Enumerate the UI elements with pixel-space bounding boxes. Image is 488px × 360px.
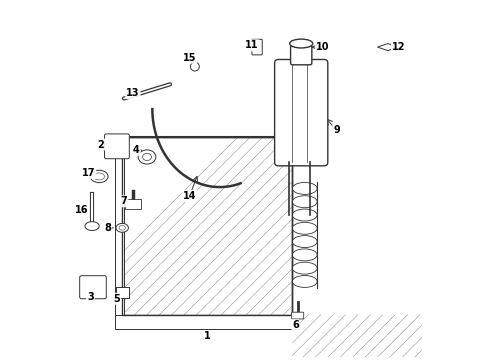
Ellipse shape	[292, 262, 317, 274]
Bar	[115, 134, 124, 318]
Text: 14: 14	[183, 191, 196, 201]
Ellipse shape	[292, 209, 317, 221]
Ellipse shape	[292, 275, 317, 287]
Ellipse shape	[119, 226, 125, 230]
Text: 12: 12	[391, 42, 405, 52]
Text: 2: 2	[98, 140, 104, 149]
FancyBboxPatch shape	[125, 199, 141, 209]
Text: 17: 17	[81, 168, 95, 178]
Text: 7: 7	[121, 196, 127, 206]
Bar	[122, 138, 292, 315]
Text: 3: 3	[87, 292, 94, 302]
Text: 15: 15	[183, 53, 196, 63]
FancyBboxPatch shape	[291, 312, 303, 319]
Ellipse shape	[292, 196, 317, 208]
FancyBboxPatch shape	[80, 276, 106, 299]
FancyBboxPatch shape	[104, 134, 129, 159]
Ellipse shape	[292, 183, 317, 194]
Ellipse shape	[289, 39, 312, 48]
Polygon shape	[377, 44, 396, 51]
Bar	[115, 315, 299, 329]
Text: 8: 8	[104, 223, 111, 233]
FancyBboxPatch shape	[290, 45, 311, 65]
FancyBboxPatch shape	[251, 39, 262, 55]
Text: 11: 11	[244, 40, 258, 50]
Ellipse shape	[85, 222, 99, 230]
Text: 16: 16	[75, 205, 88, 215]
FancyBboxPatch shape	[122, 138, 292, 315]
Ellipse shape	[138, 150, 156, 164]
Text: 1: 1	[203, 331, 210, 341]
Ellipse shape	[90, 170, 108, 183]
Ellipse shape	[142, 153, 151, 161]
Text: 6: 6	[292, 320, 299, 330]
Ellipse shape	[292, 249, 317, 261]
Text: 10: 10	[315, 42, 328, 52]
Ellipse shape	[190, 62, 199, 71]
Text: 9: 9	[333, 125, 339, 135]
FancyBboxPatch shape	[274, 59, 327, 166]
Ellipse shape	[292, 222, 317, 234]
FancyBboxPatch shape	[116, 287, 128, 298]
Ellipse shape	[116, 224, 128, 232]
Ellipse shape	[292, 235, 317, 248]
Text: 5: 5	[113, 294, 120, 304]
Ellipse shape	[94, 173, 104, 180]
Text: 13: 13	[126, 88, 139, 98]
Text: 4: 4	[133, 145, 140, 155]
